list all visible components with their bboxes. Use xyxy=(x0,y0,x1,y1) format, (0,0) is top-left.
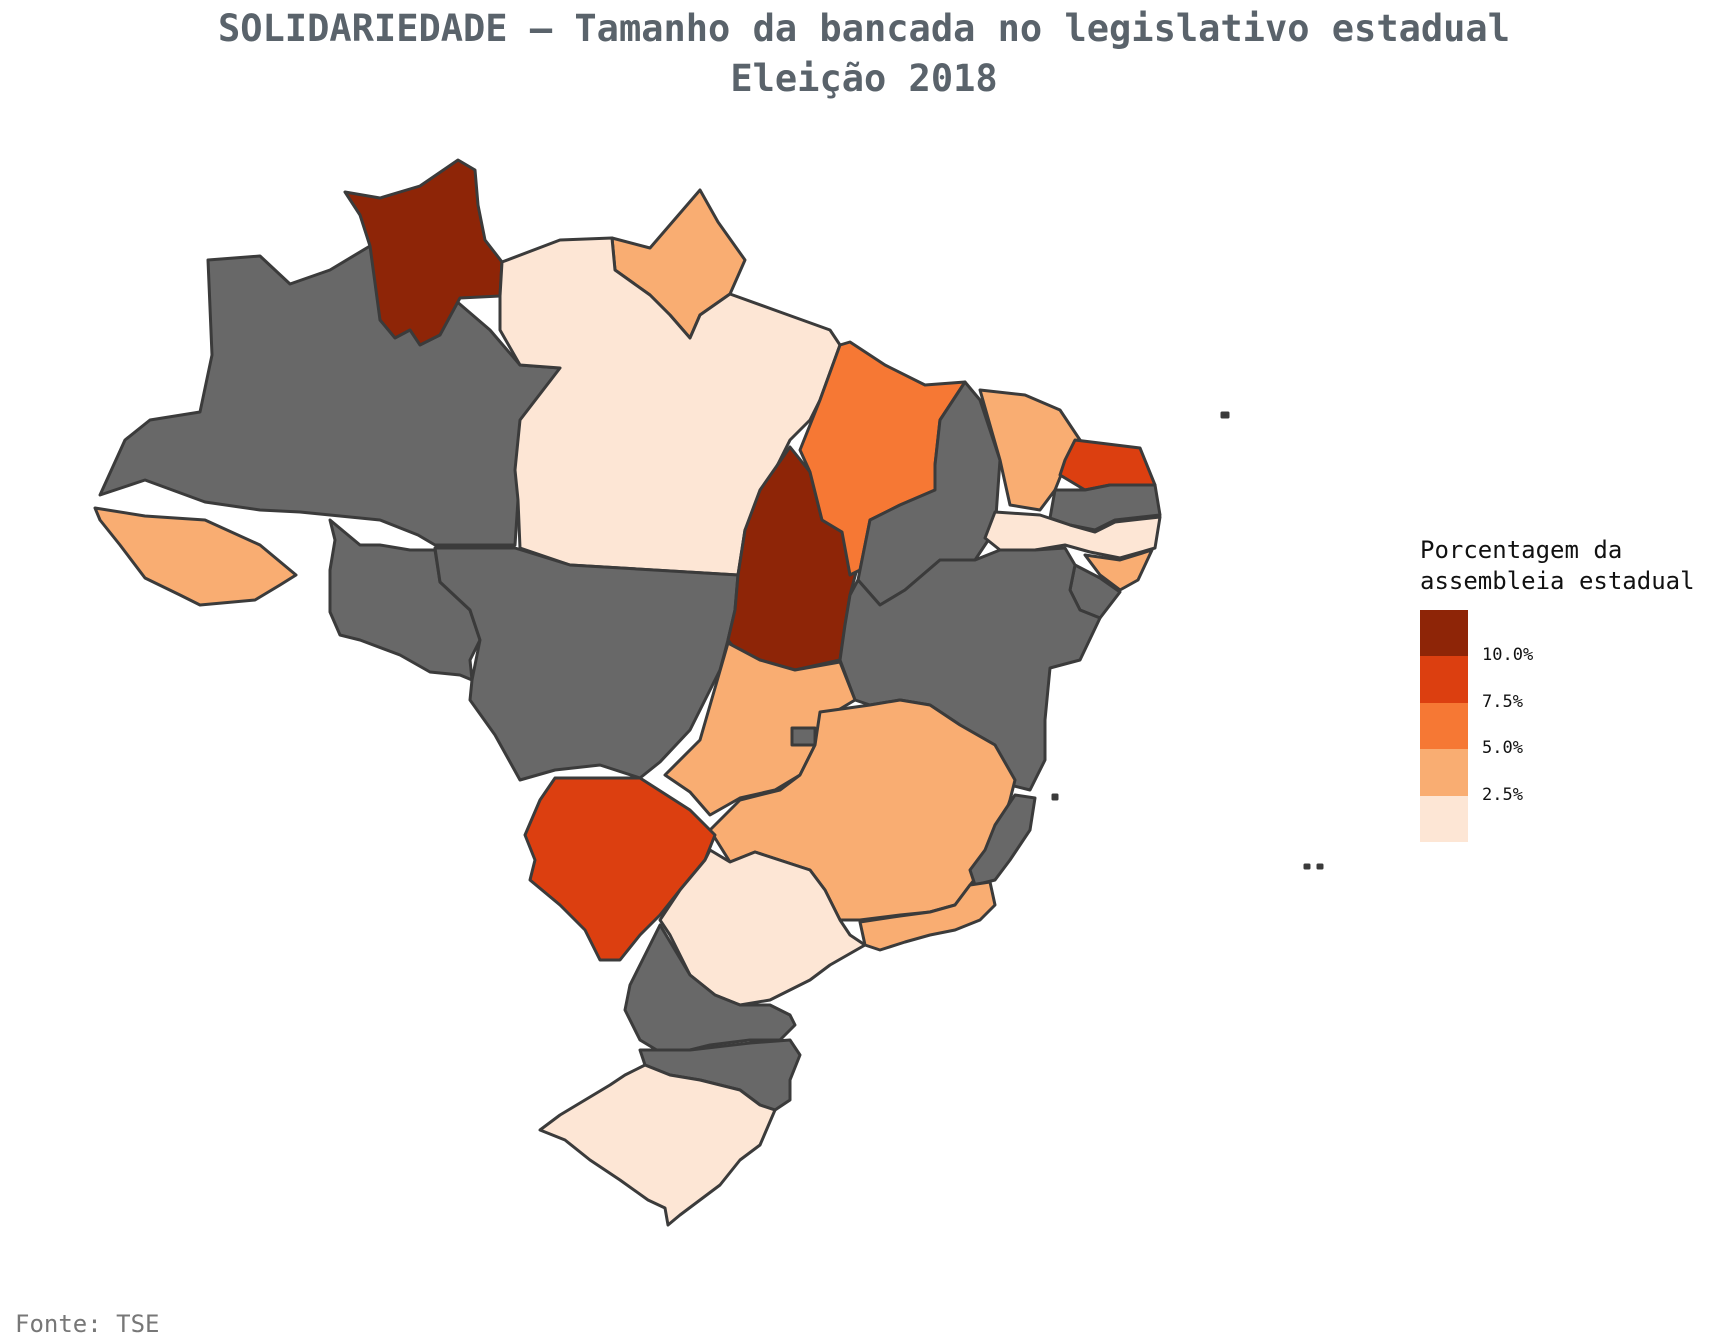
title-line-1: SOLIDARIEDADE – Tamanho da bancada no le… xyxy=(217,7,1510,50)
legend-swatch-7-5-to-10 xyxy=(1420,656,1468,703)
title-line-2: Eleição 2018 xyxy=(730,57,998,100)
legend-tick-10: 10.0% xyxy=(1482,645,1534,665)
island-trindade xyxy=(1303,863,1324,870)
source-note: Fonte: TSE xyxy=(15,1310,160,1338)
state-AL xyxy=(1083,548,1154,592)
state-AC xyxy=(93,506,298,607)
state-MS xyxy=(523,776,717,962)
legend-tick-2-5: 2.5% xyxy=(1482,785,1523,805)
map-title: SOLIDARIEDADE – Tamanho da bancada no le… xyxy=(0,4,1728,104)
legend-title-line-2: assembleia estadual xyxy=(1420,567,1695,595)
state-RN xyxy=(1058,438,1157,492)
state-RJ xyxy=(858,880,997,952)
legend-title-line-1: Porcentagem da xyxy=(1420,536,1623,564)
legend-color-scale: 10.0% 7.5% 5.0% 2.5% xyxy=(1420,610,1533,842)
state-PA xyxy=(498,236,842,577)
state-MT xyxy=(433,546,740,782)
state-BA xyxy=(838,546,1102,792)
legend-tick-5: 5.0% xyxy=(1482,738,1523,758)
legend-swatch-10-plus xyxy=(1420,610,1468,656)
island-abrolhos xyxy=(1051,793,1059,801)
state-RS xyxy=(538,1063,777,1227)
state-RR xyxy=(343,158,504,347)
island-fernando-de-noronha xyxy=(1220,411,1230,419)
legend-swatch-5-to-7-5 xyxy=(1420,703,1468,749)
state-PR xyxy=(623,923,797,1054)
legend-swatch-0-to-2-5 xyxy=(1420,796,1468,842)
state-DF xyxy=(790,726,817,747)
state-SP xyxy=(658,848,867,1007)
legend-swatch-2-5-to-5 xyxy=(1420,749,1468,796)
state-CE xyxy=(978,388,1082,512)
legend-tick-7-5: 7.5% xyxy=(1482,692,1523,712)
color-legend: Porcentagem da assembleia estadual 10.0%… xyxy=(1420,535,1695,842)
